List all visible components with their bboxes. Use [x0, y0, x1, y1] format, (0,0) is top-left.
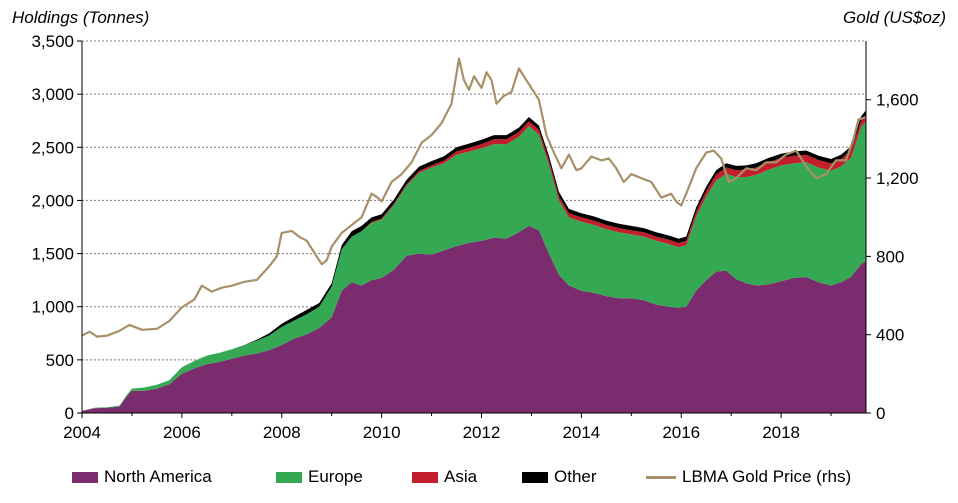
right-tick-label: 800 [876, 247, 904, 266]
legend-label: North America [104, 467, 212, 486]
legend-item-north-america[interactable]: North America [72, 467, 212, 487]
x-tick-label: 2016 [662, 423, 700, 442]
x-tick-label: 2010 [363, 423, 401, 442]
legend-label: LBMA Gold Price (rhs) [682, 467, 852, 486]
x-tick-label: 2004 [63, 423, 101, 442]
right-axis-title: Gold (US$oz) [843, 8, 946, 27]
legend-swatch [276, 471, 302, 483]
legend-item-gold-price[interactable]: LBMA Gold Price (rhs) [646, 467, 851, 487]
legend-label: Other [554, 467, 597, 486]
legend: North America Europe Asia Other LBMA Gol… [0, 467, 958, 493]
area-series-group [82, 110, 866, 413]
x-tick-label: 2012 [463, 423, 501, 442]
left-tick-label: 500 [46, 351, 74, 370]
left-tick-label: 3,500 [31, 32, 74, 51]
left-tick-label: 1,500 [31, 245, 74, 264]
left-tick-label: 3,000 [31, 85, 74, 104]
axes [77, 40, 871, 418]
right-tick-label: 400 [876, 326, 904, 345]
right-tick-label: 1,600 [876, 91, 919, 110]
legend-swatch [72, 471, 98, 483]
tick-labels: 0 500 1,000 1,500 2,000 2,500 3,000 3,500 0 400 80… [31, 32, 918, 442]
area-europe [82, 120, 866, 411]
legend-label: Europe [308, 467, 363, 486]
right-tick-label: 0 [876, 404, 885, 423]
gold-price-line [81, 57, 867, 338]
legend-item-other[interactable]: Other [522, 467, 597, 487]
left-tick-label: 2,500 [31, 138, 74, 157]
legend-line-swatch [646, 475, 676, 479]
x-tick-label: 2006 [163, 423, 201, 442]
legend-label: Asia [444, 467, 478, 486]
left-tick-label: 0 [65, 404, 74, 423]
legend-item-europe[interactable]: Europe [276, 467, 363, 487]
x-tick-label: 2008 [263, 423, 301, 442]
right-tick-label: 1,200 [876, 169, 919, 188]
x-tick-label: 2014 [562, 423, 600, 442]
area-north-america [82, 225, 866, 413]
price-line-group [81, 57, 867, 338]
legend-swatch [412, 471, 438, 483]
left-axis-title: Holdings (Tonnes) [12, 8, 150, 27]
legend-swatch [522, 471, 548, 483]
x-tick-label: 2018 [762, 423, 800, 442]
legend-item-asia[interactable]: Asia [412, 467, 477, 487]
left-tick-label: 2,000 [31, 191, 74, 210]
left-tick-label: 1,000 [31, 298, 74, 317]
